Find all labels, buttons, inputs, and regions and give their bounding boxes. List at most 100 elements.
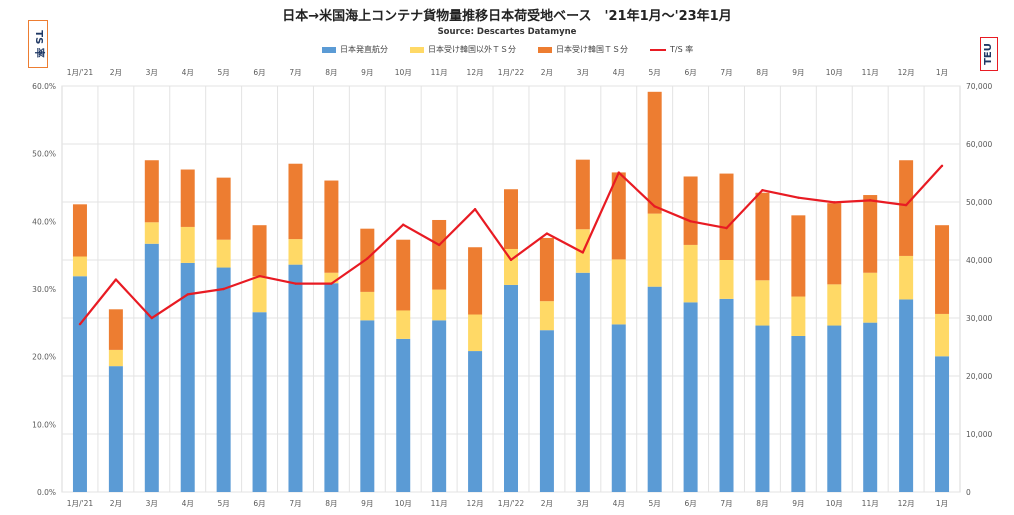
bar-segment-other-ts	[144, 222, 159, 244]
bottom-category-label: 5月	[649, 499, 661, 508]
bar-segment-korea-ts	[108, 309, 123, 350]
top-category-label: 3月	[577, 68, 589, 77]
bottom-category-label: 12月	[467, 499, 484, 508]
ts-rate-point	[581, 251, 585, 254]
ts-rate-point	[330, 282, 333, 285]
bar-segment-direct	[539, 330, 554, 492]
bar-segment-direct	[468, 351, 483, 492]
bar-segment-other-ts	[252, 276, 267, 313]
left-axis-tick-label: 0.0%	[37, 488, 56, 497]
top-category-label: 7月	[289, 68, 301, 77]
bar-segment-other-ts	[288, 239, 303, 265]
bar-segment-other-ts	[827, 284, 842, 326]
bar-segment-other-ts	[180, 226, 195, 263]
top-category-label: 5月	[649, 68, 661, 77]
bar-segment-direct	[611, 324, 626, 492]
bottom-category-label: 2月	[541, 499, 553, 508]
bar-segment-other-ts	[432, 289, 447, 321]
bar-segment-direct	[899, 299, 914, 492]
ts-rate-point	[186, 293, 189, 296]
bottom-category-label: 9月	[361, 499, 373, 508]
top-category-label: 6月	[253, 68, 265, 77]
top-category-label: 11月	[431, 68, 448, 77]
bar-segment-other-ts	[539, 301, 554, 331]
bar-segment-other-ts	[683, 244, 698, 303]
bar-segment-direct	[683, 302, 698, 492]
legend-swatch-other-ts	[410, 46, 424, 53]
ts-rate-point	[653, 205, 656, 208]
bar-segment-korea-ts	[504, 189, 518, 249]
bottom-category-label: 3月	[146, 499, 158, 508]
legend-label-ts-rate: T/S 率	[670, 45, 694, 54]
bar-segment-direct	[719, 298, 734, 492]
top-category-label: 4月	[613, 68, 625, 77]
top-category-label: 8月	[325, 68, 337, 77]
bar-segment-other-ts	[755, 280, 770, 326]
left-axis-tick-label: 30.0%	[32, 285, 56, 294]
top-category-label: 12月	[467, 68, 484, 77]
right-axis-tick-label: 30,000	[966, 314, 992, 323]
bar-segment-other-ts	[899, 255, 914, 300]
bar-segment-direct	[144, 243, 159, 492]
bar-segment-korea-ts	[827, 203, 842, 285]
bar-segment-korea-ts	[468, 247, 483, 315]
bar-segment-other-ts	[360, 291, 375, 321]
bar-segment-direct	[647, 286, 662, 492]
bar-segment-direct	[755, 325, 770, 492]
right-axis-tick-label: 40,000	[966, 256, 992, 265]
legend-swatch-ts-rate	[650, 48, 666, 51]
right-axis-tick-label: 20,000	[966, 372, 992, 381]
chart-title: 日本→米国海上コンテナ貨物量推移日本荷受地ベース '21年1月～'23年1月	[282, 9, 732, 24]
bar-segment-direct	[432, 320, 447, 492]
bar-segment-korea-ts	[899, 160, 914, 256]
bar-segment-other-ts	[611, 259, 626, 325]
bar-segment-korea-ts	[755, 192, 770, 281]
ts-rate-point	[833, 201, 836, 204]
ts-rate-point	[545, 232, 549, 235]
bottom-category-label: 10月	[395, 499, 412, 508]
legend-item-korea-ts: 日本受け韓国ＴＳ分	[538, 44, 628, 55]
top-category-label: 3月	[146, 68, 158, 77]
ts-rate-point	[940, 164, 944, 168]
bar-segment-korea-ts	[72, 204, 87, 257]
top-category-label: 10月	[395, 68, 412, 77]
bar-segment-direct	[108, 366, 123, 492]
bottom-category-label: 7月	[720, 499, 732, 508]
legend-item-other-ts: 日本受け韓国以外ＴＳ分	[410, 44, 516, 55]
bar-segment-korea-ts	[288, 163, 303, 240]
bar-segment-korea-ts	[575, 159, 590, 230]
bar-segment-direct	[791, 335, 806, 492]
bottom-category-label: 11月	[431, 499, 448, 508]
top-category-label: 1月/'22	[498, 68, 525, 77]
ts-rate-point	[869, 199, 872, 202]
bar-segment-korea-ts	[791, 215, 806, 297]
bar-segment-other-ts	[863, 272, 878, 323]
bottom-category-label: 5月	[217, 499, 229, 508]
ts-rate-point	[509, 258, 513, 262]
legend-swatch-direct	[322, 46, 336, 53]
top-category-label: 7月	[720, 68, 732, 77]
bar-segment-other-ts	[396, 310, 411, 339]
top-category-label: 9月	[792, 68, 804, 77]
ts-rate-point	[617, 171, 620, 174]
bar-segment-korea-ts	[432, 219, 447, 290]
bottom-category-label: 6月	[684, 499, 696, 508]
bottom-category-label: 11月	[862, 499, 879, 508]
bar-segment-korea-ts	[396, 239, 411, 311]
bar-segment-korea-ts	[935, 225, 950, 314]
legend-swatch-korea-ts	[538, 46, 552, 53]
bar-segment-other-ts	[108, 349, 123, 367]
bar-segment-korea-ts	[683, 176, 698, 245]
legend-label-other-ts: 日本受け韓国以外ＴＳ分	[428, 45, 516, 54]
top-category-label: 12月	[898, 68, 915, 77]
bottom-category-label: 7月	[289, 499, 301, 508]
left-axis-tick-label: 50.0%	[32, 150, 56, 159]
bar-segment-direct	[324, 283, 339, 492]
bar-segment-korea-ts	[611, 172, 626, 260]
bar-segment-other-ts	[468, 314, 483, 352]
bar-segment-other-ts	[216, 239, 231, 268]
top-category-label: 8月	[756, 68, 768, 77]
right-axis-tick-label: 10,000	[966, 430, 992, 439]
top-category-label: 6月	[684, 68, 696, 77]
top-category-label: 9月	[361, 68, 373, 77]
